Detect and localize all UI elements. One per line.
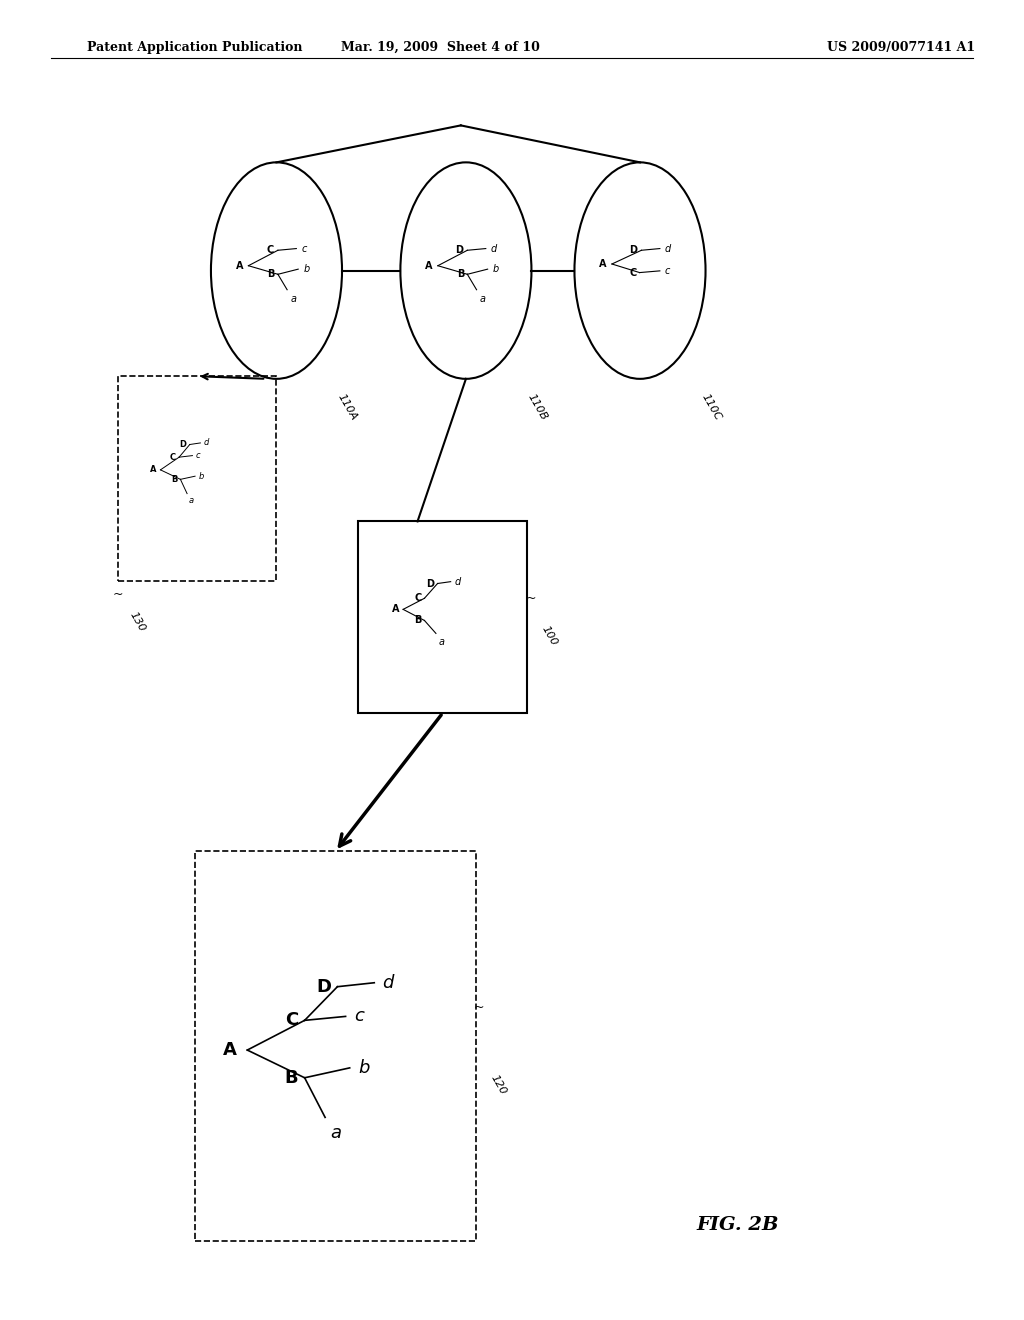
Text: 120: 120: [488, 1073, 508, 1097]
Text: A: A: [236, 261, 244, 271]
Text: Mar. 19, 2009  Sheet 4 of 10: Mar. 19, 2009 Sheet 4 of 10: [341, 41, 540, 54]
Text: c: c: [354, 1007, 364, 1026]
Text: ~: ~: [474, 1001, 484, 1014]
Text: C: C: [170, 453, 176, 462]
Text: b: b: [303, 264, 309, 275]
Text: Patent Application Publication: Patent Application Publication: [87, 41, 302, 54]
Text: D: D: [426, 578, 434, 589]
Text: a: a: [479, 293, 485, 304]
Text: A: A: [425, 261, 433, 271]
Text: b: b: [493, 264, 499, 275]
Text: C: C: [266, 246, 273, 255]
Text: B: B: [414, 615, 422, 626]
Text: d: d: [204, 438, 209, 447]
Text: b: b: [358, 1059, 370, 1077]
Text: 110B: 110B: [525, 392, 549, 422]
Bar: [358, 521, 527, 713]
Text: A: A: [223, 1041, 237, 1059]
Text: B: B: [267, 269, 274, 280]
Text: B: B: [457, 269, 464, 280]
Text: d: d: [383, 974, 394, 991]
Text: D: D: [630, 246, 637, 255]
Text: a: a: [290, 293, 296, 304]
Text: C: C: [630, 268, 637, 277]
Text: C: C: [286, 1011, 299, 1030]
Text: c: c: [665, 265, 671, 276]
Text: D: D: [316, 978, 332, 995]
Text: c: c: [301, 244, 307, 253]
Bar: [195, 851, 476, 1241]
Text: d: d: [665, 244, 672, 253]
Text: ~: ~: [525, 591, 536, 605]
Text: US 2009/0077141 A1: US 2009/0077141 A1: [827, 41, 975, 54]
Text: ~: ~: [113, 587, 123, 601]
Text: B: B: [285, 1069, 299, 1086]
Text: A: A: [391, 605, 399, 614]
Text: D: D: [179, 440, 186, 449]
Text: 130: 130: [128, 610, 147, 634]
Text: 100: 100: [540, 624, 559, 648]
Text: 110A: 110A: [336, 392, 359, 422]
Text: a: a: [330, 1125, 341, 1142]
Text: B: B: [171, 475, 177, 484]
Text: a: a: [439, 638, 445, 647]
Text: a: a: [189, 496, 195, 506]
Text: d: d: [455, 577, 461, 586]
Text: 110C: 110C: [699, 392, 723, 422]
Text: A: A: [599, 259, 607, 269]
Text: FIG. 2B: FIG. 2B: [696, 1216, 778, 1234]
Text: C: C: [414, 593, 422, 603]
Text: c: c: [196, 451, 200, 461]
Text: d: d: [490, 244, 498, 253]
Bar: [118, 376, 276, 581]
Text: A: A: [150, 466, 157, 474]
Text: D: D: [456, 246, 463, 255]
Text: b: b: [199, 471, 205, 480]
